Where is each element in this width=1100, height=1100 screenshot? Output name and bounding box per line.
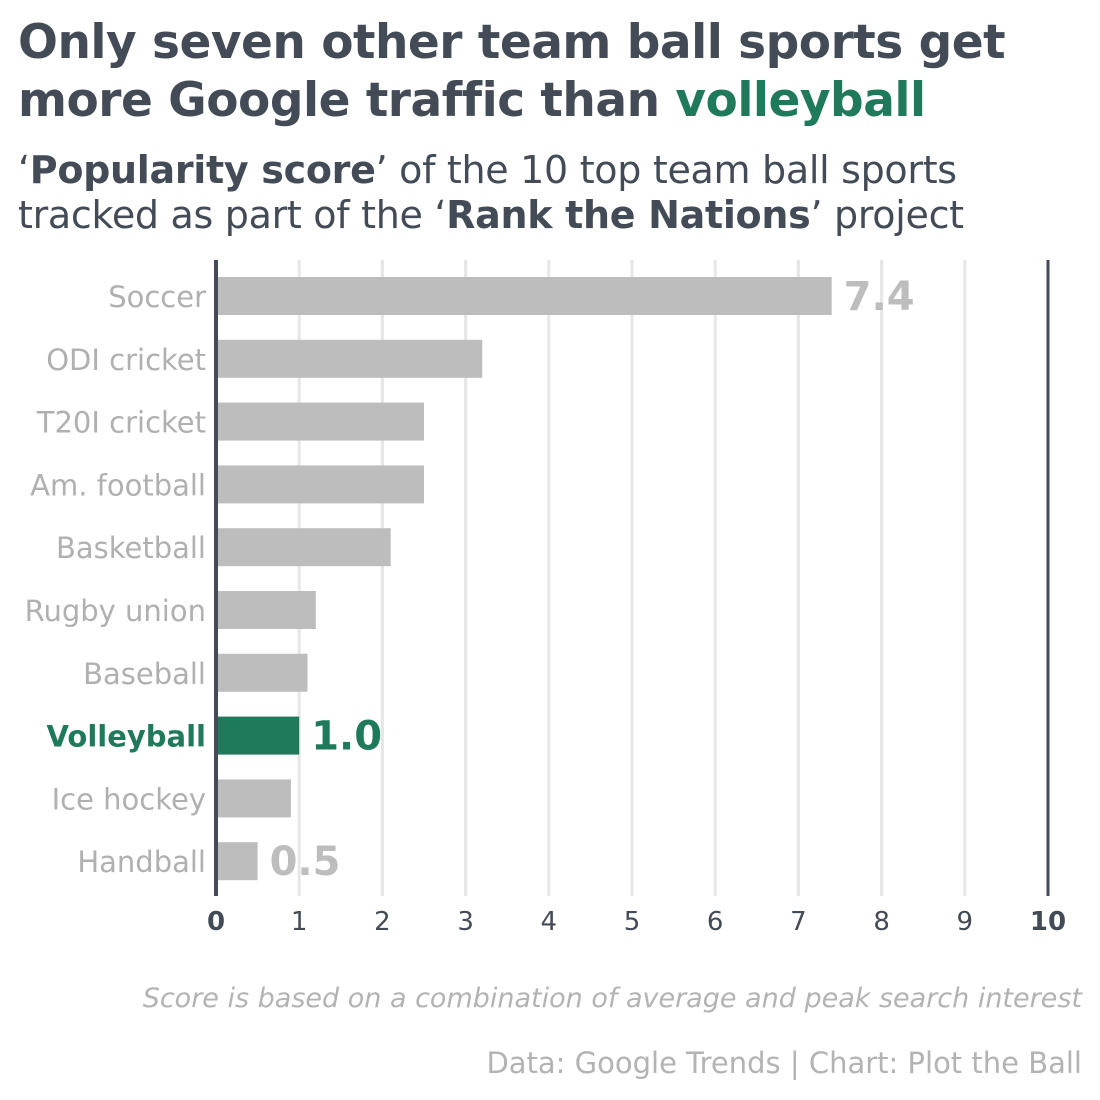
category-label-rugby-union: Rugby union (25, 594, 206, 628)
category-label-ice-hockey: Ice hockey (52, 782, 206, 816)
chart-footnote: Score is based on a combination of avera… (142, 983, 1082, 1014)
x-tick-label-1: 1 (291, 907, 308, 937)
bar-rugby-union (216, 591, 316, 629)
data-label-soccer: 7.4 (844, 274, 915, 320)
title-line-2-text: more Google traffic than (18, 73, 676, 128)
bar-chart: Soccer ODI cricket T20I cricket Am. footbal… (25, 260, 1066, 937)
bar-baseball (216, 653, 308, 692)
subtitle-end: ’ project (810, 193, 964, 237)
x-tick-label-5: 5 (624, 907, 641, 937)
x-tick-label-2: 2 (374, 907, 391, 937)
category-label-odi-cricket: ODI cricket (46, 343, 206, 377)
chart-title: Only seven other team ball sports get mo… (18, 14, 1093, 130)
x-tick-label-9: 9 (957, 907, 974, 937)
category-label-soccer: Soccer (108, 280, 206, 314)
x-tick-label-8: 8 (873, 907, 890, 937)
bar-handball (216, 842, 258, 881)
bar-odi-cricket (216, 339, 483, 378)
category-label-handball: Handball (77, 845, 206, 879)
data-label-volleyball: 1.0 (311, 714, 382, 760)
data-label-handball: 0.5 (270, 839, 341, 885)
x-tick-label-3: 3 (457, 907, 474, 937)
title-accent-volleyball: volleyball (675, 73, 926, 128)
subtitle-bold-rank: Rank the Nations (446, 193, 811, 237)
bar-soccer (216, 277, 832, 315)
subtitle-quote-open: ‘ (18, 148, 30, 192)
title-line-2: more Google traffic than volleyball (18, 72, 1093, 130)
category-label-am-football: Am. football (30, 468, 206, 502)
bar-basketball (216, 528, 391, 567)
x-tick-label-0: 0 (207, 907, 225, 937)
category-label-basketball: Basketball (56, 531, 206, 565)
category-label-baseball: Baseball (83, 657, 206, 691)
category-label-t20i-cricket: T20I cricket (36, 406, 206, 440)
chart-subtitle: ‘Popularity score’ of the 10 top team ba… (18, 148, 1093, 238)
x-tick-label-10: 10 (1030, 907, 1066, 937)
bar-ice-hockey (216, 779, 291, 818)
category-label-volleyball: Volleyball (47, 720, 206, 754)
title-line-1: Only seven other team ball sports get (18, 15, 1006, 70)
chart-credit: Data: Google Trends | Chart: Plot the Ba… (486, 1046, 1082, 1080)
subtitle-middle: ’ of the 10 top team ball sports tracked… (18, 148, 957, 237)
bar-volleyball (216, 716, 300, 755)
subtitle-bold-popularity: Popularity score (29, 148, 376, 192)
bar-t20i-cricket (216, 402, 424, 441)
x-tick-label-7: 7 (790, 907, 807, 937)
x-tick-label-6: 6 (707, 907, 724, 937)
bar-am-football (216, 465, 424, 504)
x-tick-label-4: 4 (541, 907, 558, 937)
